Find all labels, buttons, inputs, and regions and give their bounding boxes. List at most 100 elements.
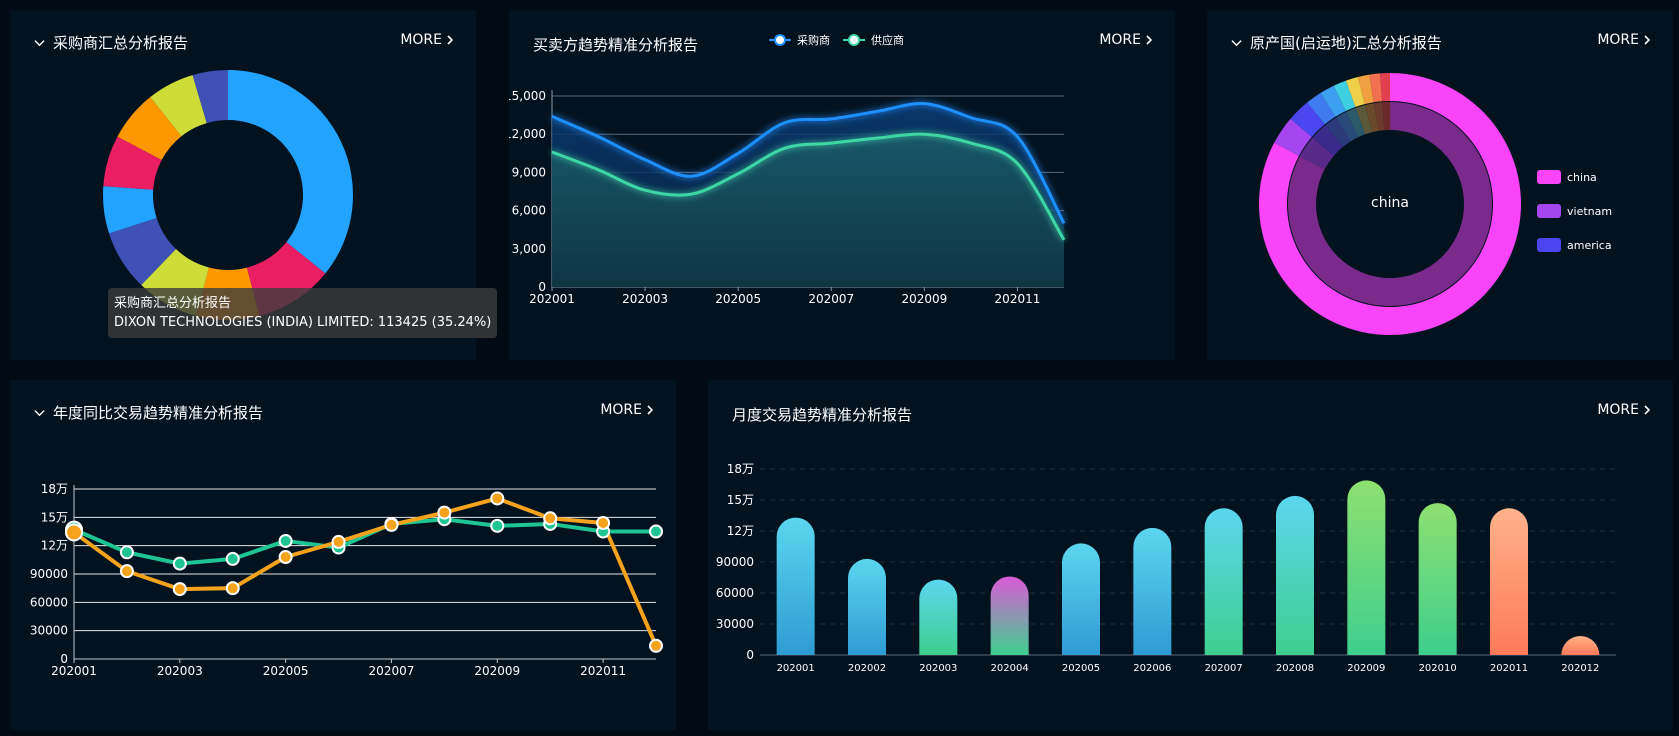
pie-slice[interactable] bbox=[228, 70, 353, 274]
monthly-bar-chart[interactable]: 0 30000 60000 90000 12万 15万 18万 202001 202002 202… bbox=[708, 380, 1673, 730]
chevron-down-icon bbox=[34, 40, 45, 47]
panel-title: 月度交易趋势精准分析报告 bbox=[732, 404, 912, 425]
x-tick-label: 202003 bbox=[157, 664, 203, 678]
trend-legend[interactable]: 采购商 供应商 bbox=[769, 30, 949, 54]
bar[interactable] bbox=[776, 517, 815, 655]
data-point[interactable] bbox=[225, 551, 240, 566]
outer-slice[interactable] bbox=[1320, 85, 1346, 117]
inner-slice[interactable] bbox=[1373, 102, 1385, 131]
pie-slice[interactable] bbox=[117, 97, 182, 160]
chart-tooltip: 采购商汇总分析报告 DIXON TECHNOLOGIES (INDIA) LIM… bbox=[108, 288, 498, 338]
bar[interactable] bbox=[1204, 508, 1243, 655]
bar[interactable] bbox=[1418, 503, 1457, 655]
more-label: MORE bbox=[1597, 32, 1639, 48]
more-label: MORE bbox=[1597, 402, 1639, 418]
outer-slice[interactable] bbox=[1380, 73, 1390, 102]
x-tick-label: 202011 bbox=[1490, 663, 1528, 674]
data-point[interactable] bbox=[119, 545, 134, 560]
legend-item-vietnam[interactable]: vietnam bbox=[1537, 204, 1612, 218]
outer-slice[interactable] bbox=[1307, 92, 1336, 125]
inner-slice[interactable] bbox=[1382, 102, 1390, 131]
data-point[interactable] bbox=[384, 517, 399, 532]
series-line[interactable] bbox=[73, 517, 656, 566]
outer-slice[interactable] bbox=[1357, 74, 1374, 105]
data-point[interactable] bbox=[278, 533, 293, 548]
legend-swatch bbox=[1537, 238, 1561, 252]
x-tick-label: 202010 bbox=[1419, 663, 1457, 674]
data-point[interactable] bbox=[437, 505, 452, 520]
outer-slice[interactable] bbox=[1290, 102, 1325, 137]
yoy-line-chart[interactable]: 0 30000 60000 90000 12万 15万 18万 202001 202003 202… bbox=[10, 380, 676, 730]
panel-title[interactable]: 原产国(启运地)汇总分析报告 bbox=[1231, 32, 1442, 53]
pie-slice[interactable] bbox=[109, 218, 176, 285]
x-tick-label: 202003 bbox=[919, 663, 957, 674]
x-tick-label: 202011 bbox=[580, 664, 626, 678]
panel-title: 买卖方趋势精准分析报告 bbox=[533, 34, 698, 55]
bar[interactable] bbox=[1062, 543, 1100, 655]
x-tick-label: 202004 bbox=[991, 663, 1029, 674]
y-tick-label: 15万 bbox=[41, 510, 68, 524]
origin-donut-chart[interactable] bbox=[1207, 10, 1673, 360]
pie-slice[interactable] bbox=[103, 186, 157, 234]
x-tick-label: 202006 bbox=[1133, 663, 1171, 674]
data-point[interactable] bbox=[119, 564, 134, 579]
bar[interactable] bbox=[919, 579, 958, 655]
pie-slice[interactable] bbox=[103, 136, 162, 190]
data-point[interactable] bbox=[649, 524, 663, 539]
inner-slice[interactable] bbox=[1312, 124, 1344, 156]
inner-slice[interactable] bbox=[1335, 111, 1359, 142]
data-point[interactable] bbox=[490, 491, 505, 506]
legend-swatch bbox=[1537, 170, 1561, 184]
series-line[interactable] bbox=[551, 132, 1066, 241]
y-tick-label: 3,000 bbox=[512, 242, 546, 256]
y-tick-label: 12,000 bbox=[509, 127, 546, 141]
data-point[interactable] bbox=[331, 534, 346, 549]
data-point[interactable] bbox=[172, 556, 187, 571]
x-tick-label: 202008 bbox=[1276, 663, 1314, 674]
outer-slice[interactable] bbox=[1369, 73, 1383, 103]
bar[interactable] bbox=[848, 558, 886, 655]
panel-title[interactable]: 采购商汇总分析报告 bbox=[34, 32, 188, 53]
bar[interactable] bbox=[990, 576, 1029, 655]
more-link[interactable]: MORE bbox=[400, 32, 454, 48]
more-label: MORE bbox=[1099, 32, 1141, 48]
inner-slice[interactable] bbox=[1325, 117, 1351, 147]
inner-slice[interactable] bbox=[1346, 107, 1366, 138]
inner-slice[interactable] bbox=[1365, 103, 1379, 133]
legend-item-china[interactable]: china bbox=[1537, 170, 1597, 184]
data-point[interactable] bbox=[225, 581, 240, 596]
bar[interactable] bbox=[1276, 495, 1314, 655]
bar[interactable] bbox=[1347, 480, 1386, 655]
inner-slice[interactable] bbox=[1355, 105, 1372, 135]
data-point[interactable] bbox=[490, 518, 505, 533]
data-point[interactable] bbox=[172, 582, 187, 597]
bar[interactable] bbox=[1490, 508, 1528, 655]
trend-area-chart[interactable]: 0 3,000 6,000 9,000 12,000 15,000 202001 202003… bbox=[509, 10, 1175, 360]
legend-label: vietnam bbox=[1567, 204, 1613, 218]
more-label: MORE bbox=[600, 402, 642, 418]
legend-item-america[interactable]: america bbox=[1537, 238, 1612, 252]
data-point[interactable] bbox=[649, 638, 663, 653]
x-tick-label: 202001 bbox=[777, 663, 815, 674]
data-point[interactable] bbox=[543, 511, 558, 526]
data-point[interactable] bbox=[65, 523, 83, 542]
bar[interactable] bbox=[1561, 636, 1600, 655]
outer-slice[interactable] bbox=[1274, 118, 1312, 156]
series-line[interactable] bbox=[551, 102, 1066, 225]
series-line[interactable] bbox=[72, 496, 658, 647]
data-point[interactable] bbox=[596, 516, 611, 530]
outer-slice[interactable] bbox=[1333, 80, 1356, 111]
x-tick-label: 202009 bbox=[474, 664, 520, 678]
data-point[interactable] bbox=[278, 550, 293, 564]
x-tick-label: 202001 bbox=[51, 664, 97, 678]
more-link[interactable]: MORE bbox=[600, 402, 654, 418]
pie-slice[interactable] bbox=[192, 70, 228, 124]
bar[interactable] bbox=[1133, 527, 1172, 655]
more-link[interactable]: MORE bbox=[1597, 402, 1651, 418]
panel-title[interactable]: 年度同比交易趋势精准分析报告 bbox=[34, 402, 263, 423]
inner-slice[interactable] bbox=[1299, 137, 1334, 170]
more-link[interactable]: MORE bbox=[1597, 32, 1651, 48]
outer-slice[interactable] bbox=[1346, 76, 1365, 107]
more-link[interactable]: MORE bbox=[1099, 32, 1153, 48]
pie-slice[interactable] bbox=[150, 75, 207, 137]
